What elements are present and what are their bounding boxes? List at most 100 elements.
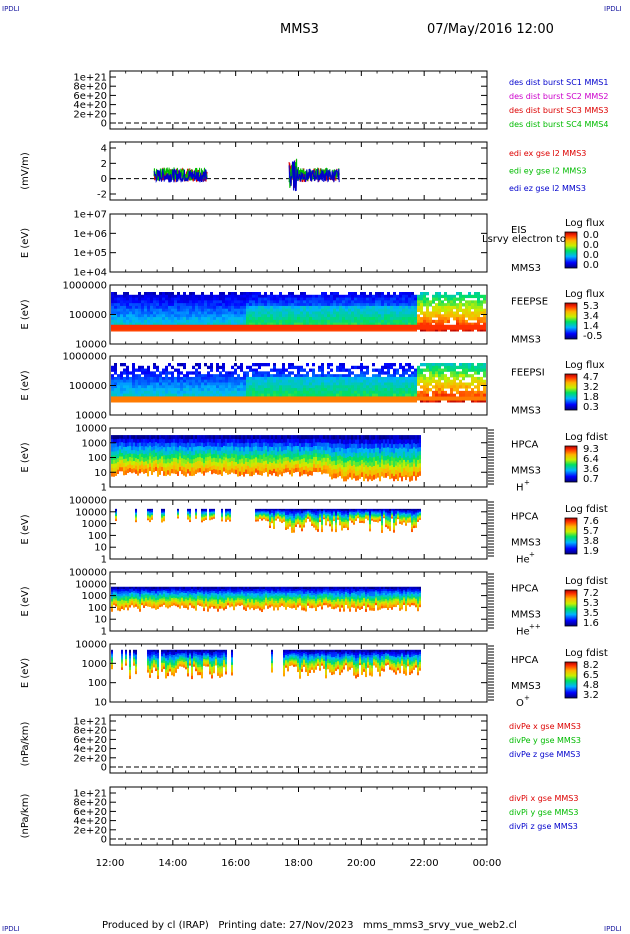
panel-hpca-h-cell [393,448,395,454]
panel-feepsi-cell [354,388,357,392]
panel-feepse-cell [240,311,243,315]
panel-feepse-cell [282,294,285,299]
panel-feepsi-cell [114,379,117,383]
panel-feepsi-cell [456,390,459,395]
panel-feepsi-cell [282,374,285,378]
panel-feepse-cell [222,319,225,324]
panel-feepsi-cell [111,385,114,389]
panel-feepsi-cell [120,393,123,397]
panel-feepse-cell [123,303,126,307]
panel-hpca-h-cell [155,438,157,443]
panel-feepsi-cell [192,379,195,383]
panel-feepse-cell [348,303,351,307]
panel-feepsi-cell [327,388,330,392]
panel-hpca-h-cell [173,435,175,440]
panel-hpca-h-cell [125,446,127,452]
panel-feepse-cell [201,308,204,312]
panel-hpca-h-cell [133,438,135,443]
panel-feepsi-cell [477,399,480,403]
panel-feepsi-cell [408,368,411,372]
panel-hpca-h-cell [335,447,337,453]
panel-feepsi-cell [459,379,462,383]
panel-feepsi-cell [135,385,138,389]
panel-hpca-h-cell [291,451,293,456]
panel-hpca-h-cell [341,439,343,445]
panel-hpca-he-cell [115,514,117,517]
panel-feepsi-low-energy-band [465,396,468,401]
panel-hpca-h-cell [333,473,335,479]
panel-feepsi-cell [321,379,324,383]
panel-hpca-h-cell [275,439,277,444]
panel-feepse-cell [378,314,381,318]
panel-hpca-h-cell [217,466,219,471]
panel-feepsi-cell [480,393,483,397]
panel-feepse-cell [318,317,321,321]
panel-feepsi-cell [168,363,171,367]
panel-hpca-h-cell [235,469,237,475]
panel-feepsi-cell [183,385,186,389]
panel-hpca-h-cell [147,459,149,465]
panel-feepsi-cell [480,368,483,372]
panel-feepsi-cell [444,393,447,397]
panel-feepse-cell [483,319,486,324]
panel-hpca-h-cell [225,465,227,470]
panel-feepse-cell [279,297,282,301]
panel-feepsi-cell [312,388,315,392]
panel-feepsi-cell [429,379,432,383]
panel-feepsi-cell [219,365,222,370]
panel-hpca-h-cell [133,457,135,462]
panel-feepsi-low-energy-band [132,396,135,401]
panel-feepsi-cell [177,363,180,367]
panel-hpca-h-cell [143,461,145,467]
panel-feepse-cell [270,308,273,312]
panel-feepse-cell [153,308,156,312]
panel-hpca-h-cell [259,454,261,460]
panel-hpca-h-cell [345,476,347,482]
panel-feepsi-cell [318,365,321,370]
panel-feepsi-cell [411,374,414,378]
panel-feepse-cell [453,303,456,307]
panel-hpca-h-cell [387,443,389,448]
panel-feepse-cell [204,308,207,312]
panel-hpca-h-cell [155,442,157,447]
panel-feepsi-cell [426,376,429,381]
panel-hpca-h-cell [287,435,289,440]
panel-feepse-cell [405,294,408,299]
panel-feepse-cell [267,322,270,326]
panel-feepse-cell [189,300,192,304]
panel-hpca-he-cell [149,508,151,511]
panel-hpca-h-cell [185,455,187,461]
panel-feepse-cell [252,300,255,304]
panel-feepsi-cell [270,382,273,386]
panel-feepsi-cell [132,393,135,397]
panel-feepse-cell [141,300,144,304]
panel-feepsi-cell [183,390,186,395]
panel-hpca-h-cell [255,453,257,458]
panel-feepse-cell [213,297,216,301]
panel-feepsi-cell [450,371,453,375]
panel-hpca-h-cell [141,468,143,473]
panel-feepsi-cell [168,390,171,395]
panel-feepse-cell [405,328,408,332]
panel-hpca-h-cell [283,453,285,459]
panel-feepsi-cell [417,379,420,383]
panel-hpca-h-cell [119,463,121,468]
panel-feepsi-cell [333,385,336,389]
panel-hpca-h-cell [305,435,307,440]
panel-feepse-cell [123,317,126,321]
panel-feepsi-cell [333,376,336,381]
panel-feepsi-cell [315,374,318,378]
panel-feepse-cell [249,311,252,315]
panel-hpca-h-cell [305,469,307,475]
panel-hpca-h-cell [147,447,149,452]
panel-feepse-cell [348,308,351,312]
panel-feepsi-cell [117,388,120,392]
panel-hpca-h-cell [295,453,297,458]
panel-hpca-h-cell [117,454,119,459]
panel-feepsi-cell [114,393,117,397]
panel-feepsi-low-energy-band [393,396,396,401]
panel-feepse-cell [213,308,216,312]
panel-hpca-he-cell [161,510,163,512]
panel-feepsi-cell [321,382,324,386]
panel-feepse-cell [186,322,189,326]
